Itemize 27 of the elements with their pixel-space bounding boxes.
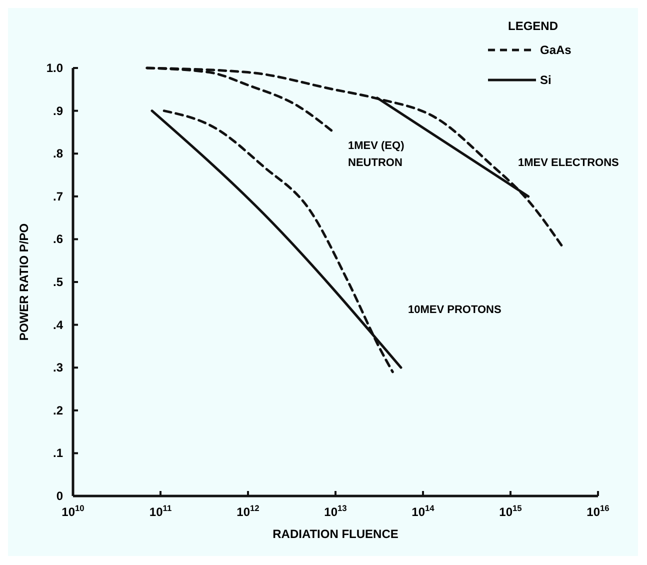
y-tick-label: .1 [52,446,64,460]
x-tick-label: 10$^{13}$ [324,503,348,519]
y-axis-title: POWER RATIO P/PO [17,223,31,341]
y-tick-label: .8 [52,146,64,161]
y-tick-label: .5 [52,275,64,289]
y-tick-label: .7 [52,189,64,204]
x-tick-label: 10$^{12}$ [236,503,260,519]
y-tick-label: 1.0 [46,61,64,75]
x-tick-label: 10$^{14}$ [412,503,435,519]
y-tick-label: .4 [52,318,64,332]
y-tick-label: .6 [52,232,64,246]
x-tick-label: 10$^{10}$ [62,503,85,519]
annotation: 1MEV ELECTRONS [518,157,619,169]
x-tick-label: 10$^{16}$ [586,503,610,519]
legend-label: GaAs [540,43,572,57]
annotation: 10MEV PROTONS [408,304,502,316]
y-tick-label: .3 [52,360,64,375]
x-tick-label: 10$^{15}$ [499,503,522,519]
annotation: NEUTRON [348,157,402,169]
x-axis-title: RADIATION FLUENCE [272,527,398,541]
annotation: 1MEV (EQ) [348,140,405,152]
y-tick-label: 0 [56,489,64,503]
y-tick-label: .9 [52,104,64,118]
legend-title: LEGEND [508,19,558,33]
legend-label: Si [540,73,552,87]
x-tick-label: 10$^{11}$ [149,503,172,519]
y-tick-label: .2 [52,403,64,418]
